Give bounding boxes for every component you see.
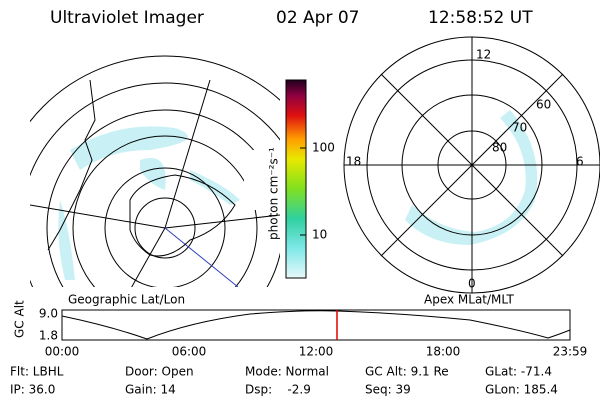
- x-tick-label: 00:00: [45, 345, 80, 359]
- colorbar-tick: 10: [312, 228, 327, 242]
- polar-map: 12 18 6 0 60 70 80: [343, 36, 600, 294]
- mlt-label: 6: [576, 155, 584, 169]
- x-tick-label: 06:00: [172, 345, 207, 359]
- info-field: Door: Open: [125, 365, 194, 379]
- info-field: Seq: 39: [365, 383, 411, 397]
- info-field: Mode: Normal: [245, 365, 329, 379]
- title: Ultraviolet Imager: [50, 8, 204, 28]
- geographic-map: [30, 55, 280, 287]
- mlt-label: 12: [476, 48, 491, 62]
- x-tick-label: 23:59: [553, 345, 588, 359]
- time: 12:58:52 UT: [428, 8, 533, 28]
- info-field: GLon: 185.4: [485, 383, 558, 397]
- map-label: Geographic Lat/Lon: [68, 293, 185, 307]
- date: 02 Apr 07: [276, 8, 359, 28]
- mlat-label: 80: [492, 141, 507, 155]
- y-tick-label: 9.0: [39, 307, 58, 321]
- y-axis-label: GC Alt: [13, 300, 27, 338]
- info-field: Flt: LBHL: [10, 365, 64, 379]
- info-field: Dsp: -2.9: [245, 383, 311, 397]
- x-tick-label: 12:00: [299, 345, 334, 359]
- mlat-label: 70: [512, 121, 527, 135]
- orbit-plot: GC Alt 9.0 1.8 00:00 06:00 12:00 18:00 2…: [13, 300, 588, 359]
- colorbar-tick: 100: [312, 141, 335, 155]
- colorbar-label: photon cm⁻²s⁻¹: [267, 147, 281, 240]
- y-tick-label: 1.8: [39, 329, 58, 343]
- x-tick-label: 18:00: [426, 345, 461, 359]
- info-field: GC Alt: 9.1 Re: [365, 365, 449, 379]
- mlt-label: 0: [468, 277, 476, 291]
- mlat-label: 60: [536, 98, 551, 112]
- colorbar: [285, 79, 307, 279]
- info-field: GLat: -71.4: [485, 365, 552, 379]
- info-panel: Flt: LBHL Door: Open Mode: Normal GC Alt: 9…: [10, 365, 558, 397]
- mlt-label: 18: [346, 155, 361, 169]
- info-field: IP: 36.0: [10, 383, 55, 397]
- map-label: Apex MLat/MLT: [424, 293, 514, 307]
- info-field: Gain: 14: [125, 383, 176, 397]
